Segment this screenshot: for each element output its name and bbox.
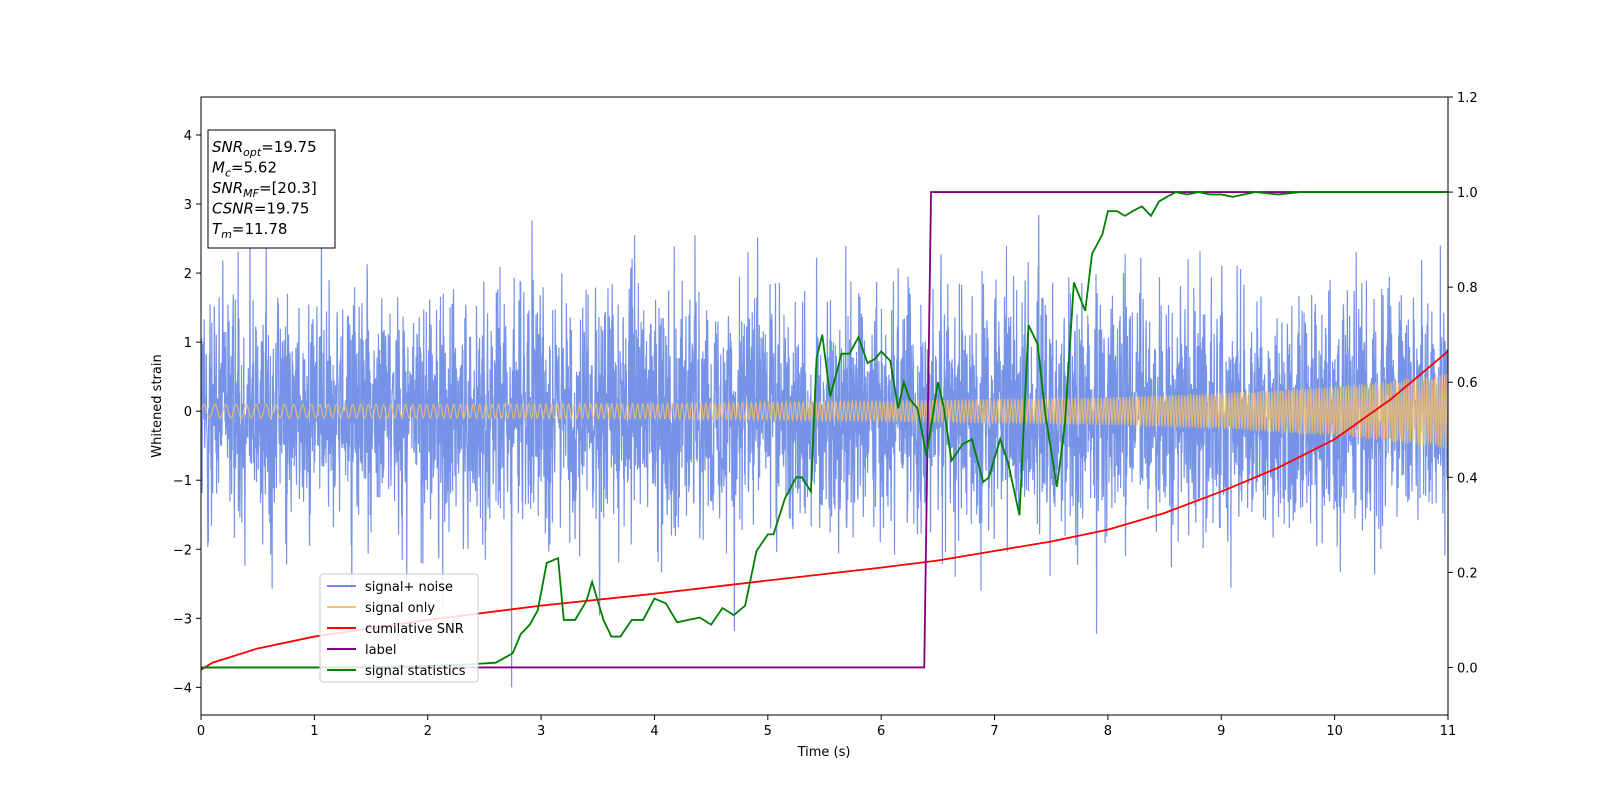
annotation-line: SNRMF=[20.3] [212,179,317,200]
x-tick-label: 4 [650,724,658,739]
legend-entry-label: signal+ noise [365,580,453,595]
series-signal-only [201,373,1448,449]
y-left-tick-label: −2 [173,543,192,558]
annotation-line: Mc=5.62 [212,159,277,180]
plot-frame [200,96,1449,716]
annotation-box: SNRopt=19.75Mc=5.62SNRMF=[20.3]CSNR=19.7… [207,129,336,249]
series-signal-noise [201,188,1448,688]
y-right-tick-label: 0.2 [1457,566,1478,581]
y-right-tick-label: 0.8 [1457,281,1478,296]
annotation-line: SNRopt=19.75 [212,138,317,159]
x-tick-label: 6 [877,724,885,739]
y-right-tick-label: 0.6 [1457,376,1478,391]
y-right-tick-label: 1.0 [1457,186,1478,201]
series-label [201,191,1448,669]
y-left-tick-label: 1 [184,336,192,351]
y-axis-label: Whitened strain [150,354,165,457]
x-axis-label: Time (s) [797,745,851,760]
y-left-tick-label: 2 [184,267,192,282]
x-tick-label: 10 [1326,724,1343,739]
legend-entry-label: signal only [365,601,435,616]
x-tick-label: 8 [1104,724,1112,739]
series-cumulative-snr [201,350,1448,671]
y-right-tick-label: 1.2 [1457,91,1478,106]
y-right-tick-label: 0.0 [1457,661,1478,676]
legend-frame [319,573,479,683]
legend-entry-label: signal statistics [365,664,466,679]
x-tick-label: 2 [424,724,432,739]
series-layer [201,188,1448,688]
y-left-tick-label: −3 [173,612,192,627]
x-tick-label: 5 [764,724,772,739]
y-left-tick-label: −1 [173,474,192,489]
x-tick-label: 3 [537,724,545,739]
annotation-line: CSNR=19.75 [212,200,309,218]
ticks-layer: 0 1 2 3 4 5 6 7 8 9 10 11 −4 −3 −2 −1 0 1 2 3 4 0.0 0.2 0.4 0.6 0… [173,91,1478,739]
series-signal-statistics [201,191,1448,669]
y-left-tick-label: 0 [184,405,192,420]
x-tick-label: 7 [990,724,998,739]
x-tick-label: 9 [1217,724,1225,739]
annotation-line: Tm=11.78 [212,220,287,241]
annotation-frame [207,129,336,249]
legend-entry-label: cumilative SNR [365,622,464,637]
legend-entry-label: label [365,643,396,658]
y-left-tick-label: 4 [184,129,192,144]
y-right-tick-label: 0.4 [1457,471,1478,486]
x-tick-label: 11 [1440,724,1457,739]
y-left-tick-label: −4 [173,681,192,696]
legend: signal+ noise signal only cumilative SNR la… [319,573,479,683]
x-tick-label: 1 [310,724,318,739]
y-left-tick-label: 3 [184,198,192,213]
x-tick-label: 0 [197,724,205,739]
